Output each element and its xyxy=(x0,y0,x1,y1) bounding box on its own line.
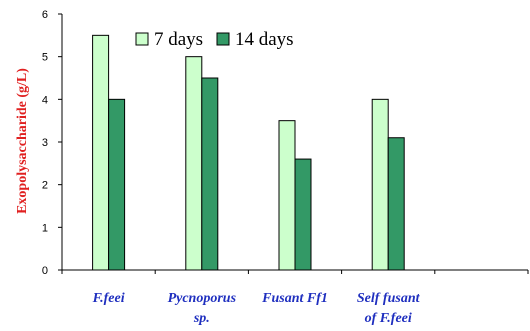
bar-14-days xyxy=(108,98,126,271)
category-label: Self fusant xyxy=(357,291,421,306)
y-tick-label: 4 xyxy=(42,94,48,106)
bar-7-days xyxy=(278,120,296,271)
bar-7-days xyxy=(92,34,110,271)
bar-14-days xyxy=(201,77,219,271)
chart-category-labels: F.feei Pycnoporus sp. Fusant Ff1 Self fusant… xyxy=(92,291,421,326)
y-axis-label: Exopolysaccharide (g/L) xyxy=(15,68,30,214)
y-tick-label: 2 xyxy=(42,180,48,192)
y-tick-label: 6 xyxy=(42,9,48,21)
category-label: Fusant Ff1 xyxy=(261,291,328,306)
category-label: F.feei xyxy=(92,291,125,306)
y-tick-label: 1 xyxy=(42,222,48,234)
legend-swatch xyxy=(135,32,149,46)
chart-y-ticks: 0 1 2 3 4 5 6 xyxy=(42,9,62,277)
category-label: of F.feei xyxy=(365,311,412,326)
y-tick-label: 0 xyxy=(42,265,48,277)
y-tick-label: 5 xyxy=(42,52,48,64)
chart-bars xyxy=(92,34,405,271)
category-label: Pycnoporus xyxy=(168,291,237,306)
bar-14-days xyxy=(387,137,405,271)
legend-swatch xyxy=(216,32,230,46)
legend-label: 7 days xyxy=(154,29,203,50)
y-tick-label: 3 xyxy=(42,137,48,149)
legend-label: 14 days xyxy=(235,29,294,50)
bar-7-days xyxy=(185,56,203,271)
chart-legend: 7 days 14 days xyxy=(135,29,294,50)
category-label: sp. xyxy=(193,311,210,326)
bar-14-days xyxy=(294,158,312,271)
bar-7-days xyxy=(371,98,389,271)
